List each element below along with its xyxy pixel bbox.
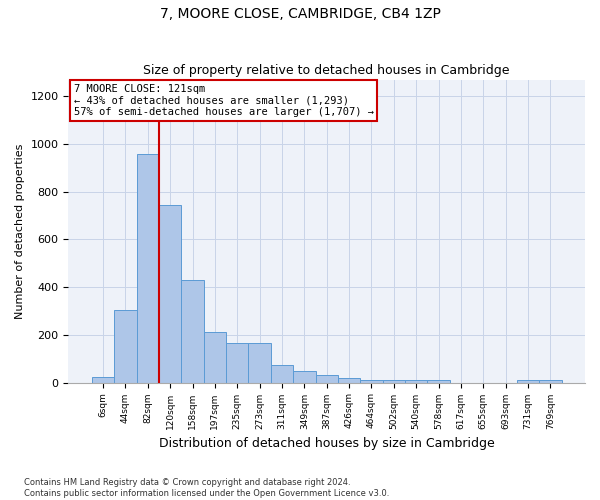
Bar — [137, 154, 159, 382]
Bar — [338, 378, 360, 382]
Bar — [271, 364, 293, 382]
Bar — [316, 376, 338, 382]
Bar — [517, 380, 539, 382]
Bar — [92, 376, 114, 382]
X-axis label: Distribution of detached houses by size in Cambridge: Distribution of detached houses by size … — [159, 437, 494, 450]
Bar — [181, 280, 204, 382]
Text: 7, MOORE CLOSE, CAMBRIDGE, CB4 1ZP: 7, MOORE CLOSE, CAMBRIDGE, CB4 1ZP — [160, 8, 440, 22]
Y-axis label: Number of detached properties: Number of detached properties — [15, 144, 25, 319]
Bar — [427, 380, 450, 382]
Text: 7 MOORE CLOSE: 121sqm
← 43% of detached houses are smaller (1,293)
57% of semi-d: 7 MOORE CLOSE: 121sqm ← 43% of detached … — [74, 84, 374, 117]
Bar — [360, 380, 383, 382]
Bar — [204, 332, 226, 382]
Bar — [539, 380, 562, 382]
Bar — [226, 343, 248, 382]
Bar — [293, 371, 316, 382]
Text: Contains HM Land Registry data © Crown copyright and database right 2024.
Contai: Contains HM Land Registry data © Crown c… — [24, 478, 389, 498]
Title: Size of property relative to detached houses in Cambridge: Size of property relative to detached ho… — [143, 64, 510, 77]
Bar — [159, 205, 181, 382]
Bar — [248, 343, 271, 382]
Bar — [114, 310, 137, 382]
Bar — [383, 380, 405, 382]
Bar — [405, 380, 427, 382]
